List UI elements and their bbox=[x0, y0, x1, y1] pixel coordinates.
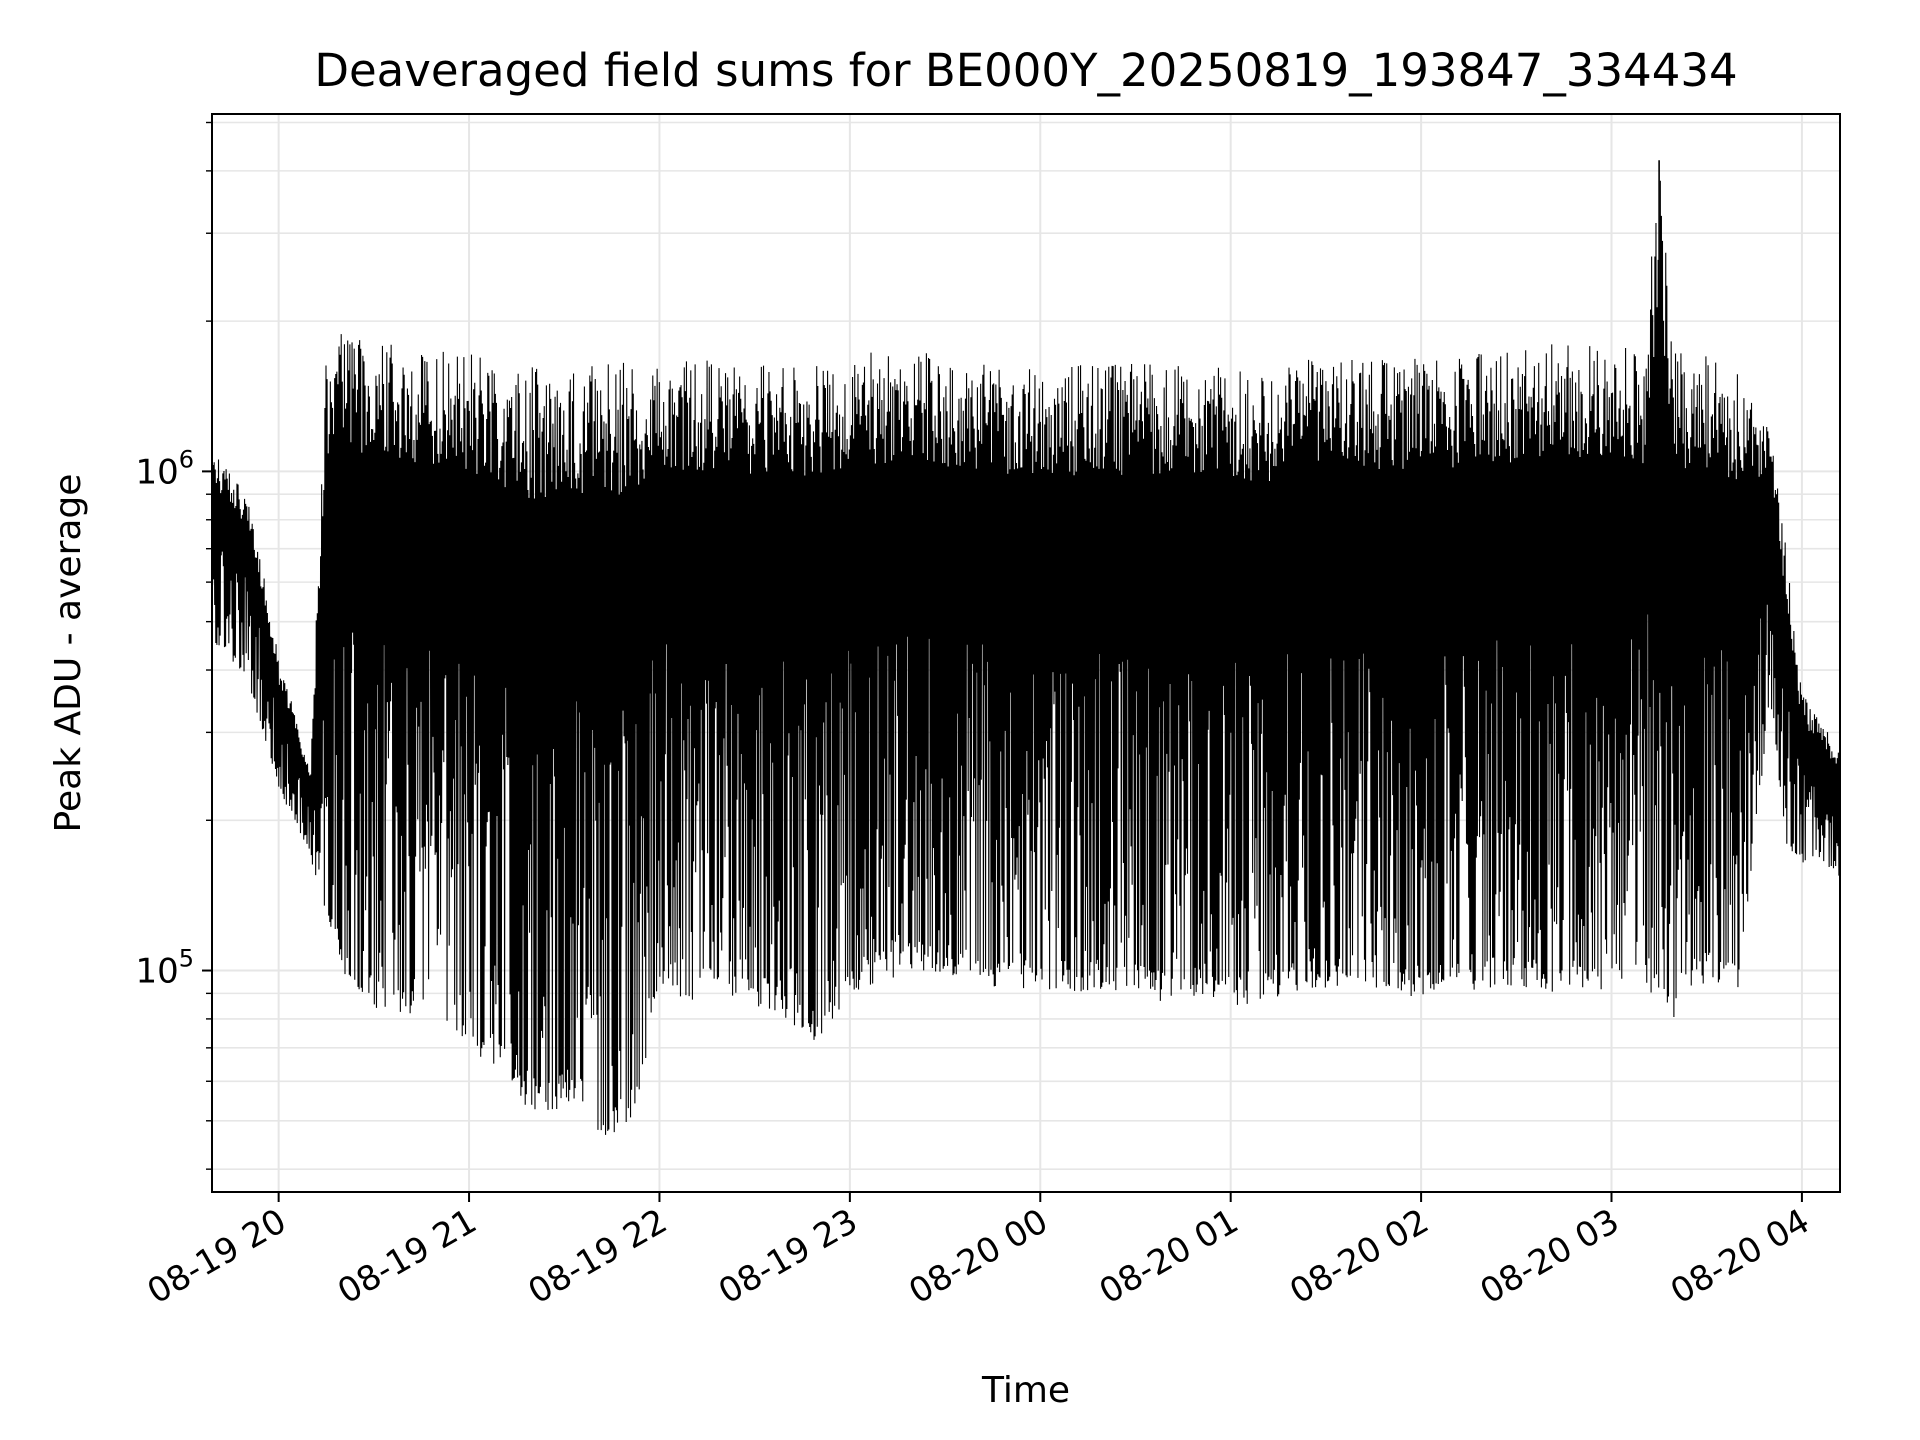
data-series bbox=[211, 160, 1841, 1135]
y-axis-label: Peak ADU - average bbox=[48, 474, 89, 833]
plot-frame bbox=[211, 113, 1841, 1193]
y-axis-ticks: 105 106 bbox=[135, 121, 212, 1170]
y-tick-label: 105 bbox=[135, 945, 194, 992]
series-line bbox=[211, 180, 1841, 1135]
x-axis-label: Time bbox=[981, 1370, 1070, 1411]
chart-title: Deaveraged field sums for BE000Y_2025081… bbox=[314, 44, 1737, 97]
y-tick-label: 106 bbox=[135, 445, 194, 492]
